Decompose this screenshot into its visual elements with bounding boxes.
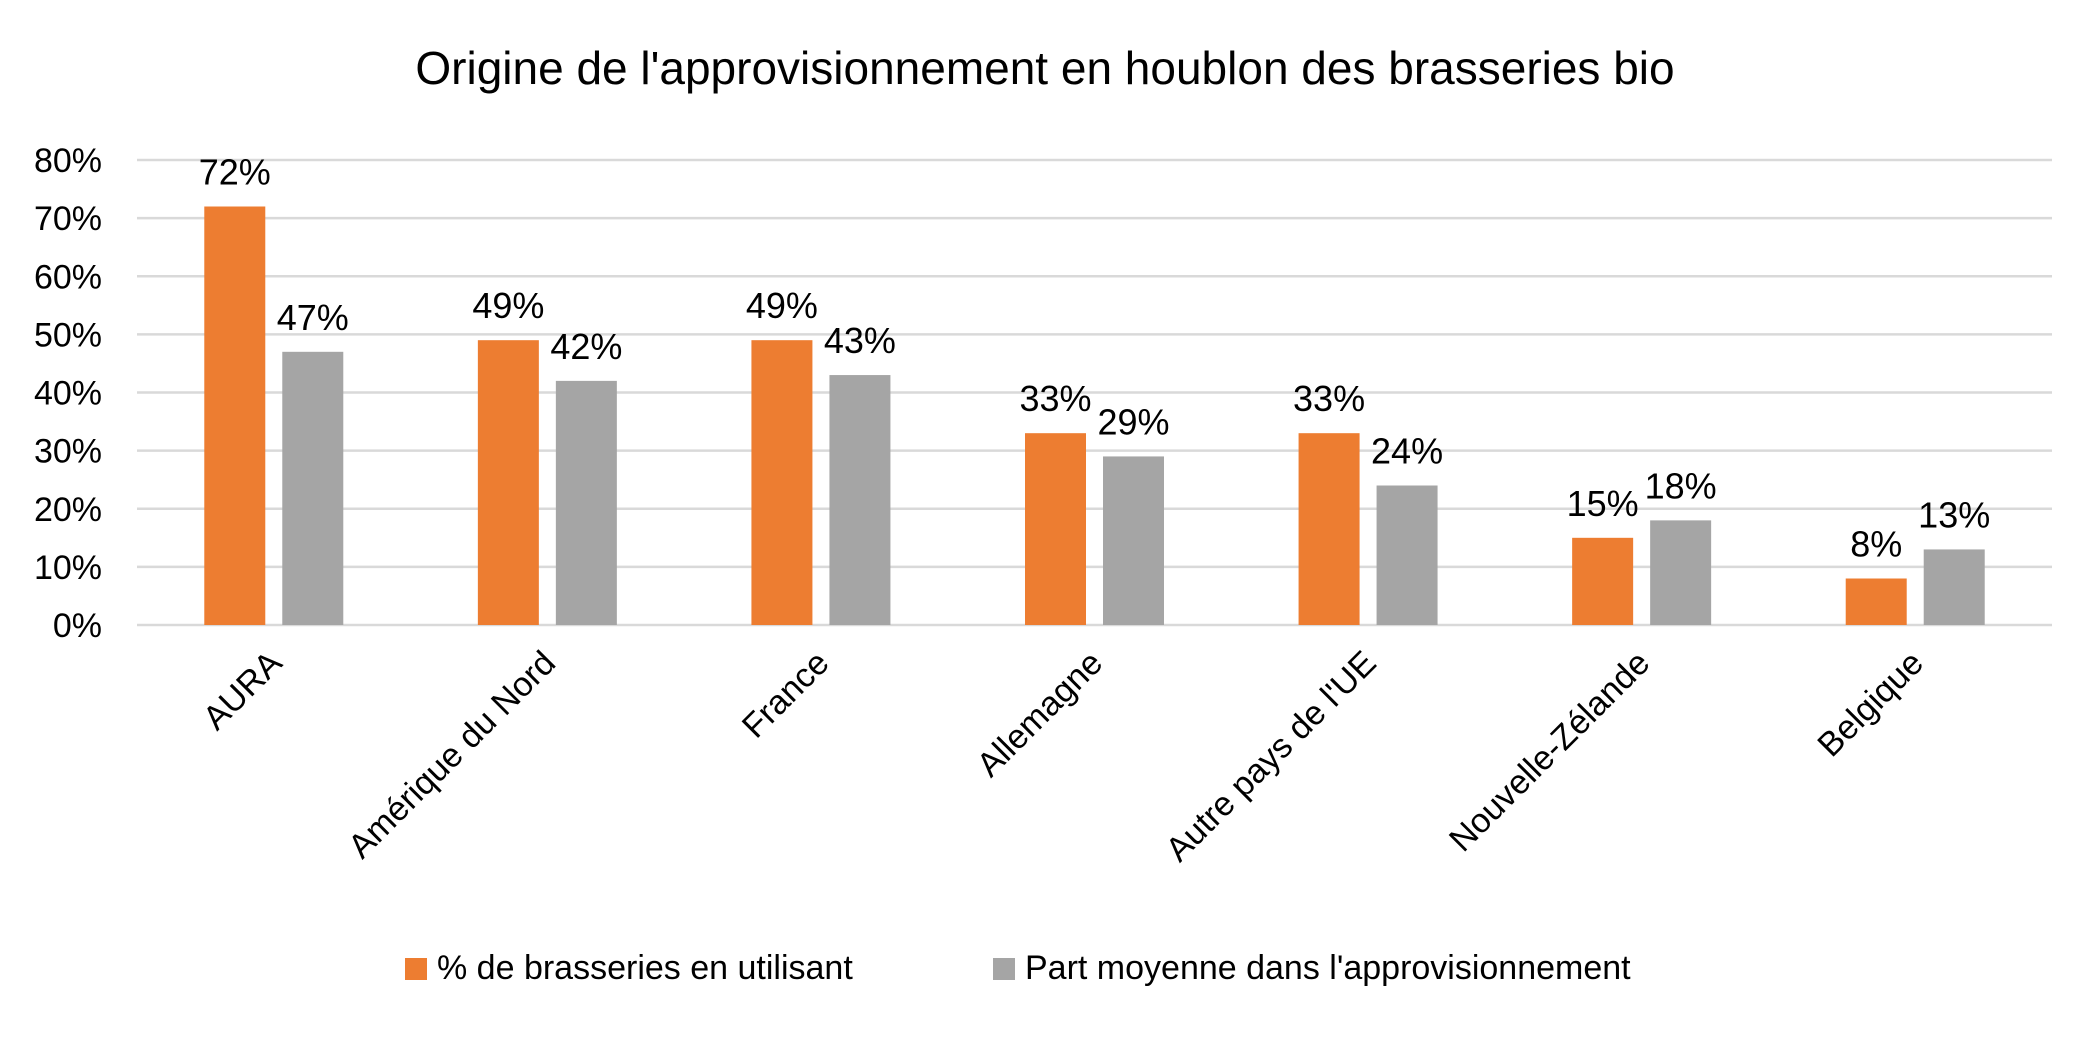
bar-series-2-1 [555,380,617,625]
bar-series-1-0 [204,206,266,625]
gridlines [137,158,2052,627]
x-tick-label: France [735,644,837,746]
data-label-series-2-1: 42% [550,326,622,367]
data-label-series-1-6: 8% [1850,524,1902,565]
x-tick-label: Allemagne [970,644,1110,784]
legend-swatch-series-2 [993,958,1015,980]
bar-series-1-3 [1025,433,1086,625]
y-axis-tick-labels: 0% 10% 20% 30% 40% 50% 60% 70% 80% [34,142,102,645]
bar-series-2-0 [282,351,344,625]
data-label-series-2-3: 29% [1097,401,1169,442]
data-label-series-2-0: 47% [277,297,349,338]
x-tick-label: Nouvelle-Zélande [1442,644,1657,859]
data-label-series-2-5: 18% [1645,465,1717,506]
x-tick-label: Belgique [1810,644,1930,764]
x-tick-label: AURA [196,644,290,738]
bar-series-2-3 [1103,456,1164,625]
bars [204,206,1985,625]
bar-series-1-5 [1572,537,1634,625]
y-tick-label: 60% [34,258,102,296]
data-label-series-2-2: 43% [824,320,896,361]
bar-series-2-6 [1923,549,1985,625]
legend-label-series-1: % de brasseries en utilisant [437,949,853,987]
bar-series-2-4 [1376,485,1438,625]
y-tick-label: 80% [34,142,102,180]
data-labels: 72%47% 49%42%49%43%33%29%33%24%15% 18%8%13… [199,152,1990,565]
y-tick-label: 50% [34,316,102,354]
y-tick-label: 40% [34,375,102,413]
data-label-series-1-4: 33% [1293,378,1365,419]
bar-series-1-2 [751,340,813,625]
bar-series-2-5 [1650,520,1712,625]
x-tick-label: Autre pays de l'UE [1158,644,1383,869]
y-tick-label: 0% [53,607,102,645]
legend-swatch-series-1 [405,958,427,980]
x-axis-tick-labels: AURA Amérique du Nord France Allemagne Autre… [196,644,1931,869]
bar-series-1-1 [477,340,539,625]
chart-title: Origine de l'approvisionnement en houblo… [415,42,1674,94]
bar-series-2-2 [829,375,891,625]
y-tick-label: 20% [34,491,102,529]
data-label-series-1-5: 15% [1567,483,1639,524]
data-label-series-1-2: 49% [746,285,818,326]
bar-series-1-6 [1845,578,1907,625]
x-tick-label: Amérique du Nord [341,644,563,866]
y-tick-label: 10% [34,549,102,587]
legend-label-series-2: Part moyenne dans l'approvisionnement [1025,949,1631,987]
y-tick-label: 70% [34,200,102,238]
legend: % de brasseries en utilisant Part moyenne… [405,949,1631,987]
data-label-series-2-6: 13% [1918,494,1990,535]
data-label-series-1-1: 49% [472,285,544,326]
data-label-series-1-0: 72% [199,152,271,193]
data-label-series-2-4: 24% [1371,431,1443,472]
bar-series-1-4 [1298,433,1360,625]
data-label-series-1-3: 33% [1019,378,1091,419]
y-tick-label: 30% [34,433,102,471]
